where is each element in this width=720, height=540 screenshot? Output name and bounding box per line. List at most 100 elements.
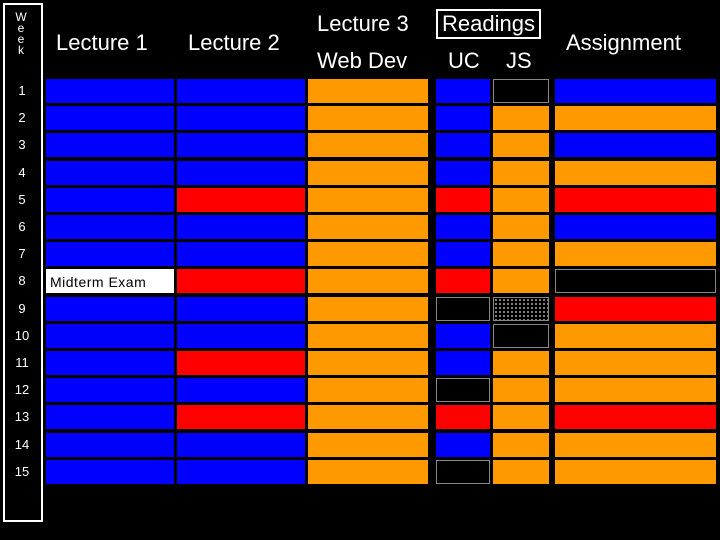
lecture3-subheader: Web Dev [317, 48, 408, 73]
assignment-cell [555, 133, 716, 158]
uc-cell [436, 133, 490, 158]
uc-cell [436, 187, 490, 212]
readings-js-header: JS [506, 48, 532, 73]
week-number: 7 [18, 246, 26, 262]
lecture2-cell [177, 323, 305, 348]
uc-cell [436, 432, 490, 457]
lecture1-cell: Midterm Exam [46, 269, 174, 294]
week-number: 1 [18, 83, 26, 98]
lecture1-cell [46, 296, 174, 321]
lecture1-cell [46, 323, 174, 348]
uc-cell [436, 405, 490, 430]
lecture3-cell [308, 269, 428, 294]
lecture1-cell [46, 106, 174, 131]
lecture2-cell [177, 378, 305, 403]
js-cell [493, 323, 549, 348]
week-number: 11 [15, 355, 29, 370]
week-number: 9 [18, 300, 26, 316]
lecture1-cell [46, 405, 174, 430]
assignment-cell [555, 242, 716, 267]
assignment-cell [555, 187, 716, 212]
js-cell [493, 459, 549, 484]
lecture3-cell [308, 187, 428, 212]
js-cell [493, 106, 549, 131]
lecture3-header: Lecture 3 [317, 11, 409, 36]
js-cell [493, 351, 549, 375]
lecture2-cell [177, 215, 305, 239]
js-cell [493, 432, 549, 457]
uc-cell [436, 106, 490, 131]
readings-uc-header: UC [448, 48, 480, 73]
js-cell [493, 187, 549, 212]
lecture2-header: Lecture 2 [188, 30, 280, 55]
uc-cell [436, 215, 490, 239]
uc-cell [436, 296, 490, 321]
lecture1-cell [46, 378, 174, 403]
uc-cell [436, 242, 490, 267]
week-number: 2 [18, 110, 26, 126]
week-number: 12 [14, 382, 30, 398]
assignment-cell [555, 106, 716, 131]
midterm-exam-label: Midterm Exam [50, 274, 147, 291]
lecture2-cell [177, 106, 305, 131]
lecture3-cell [308, 296, 428, 321]
lecture3-cell [308, 106, 428, 131]
js-cell [493, 133, 549, 158]
assignment-cell [555, 459, 716, 484]
lecture1-cell [46, 187, 174, 212]
week-column [3, 3, 43, 522]
assignment-cell [555, 378, 716, 403]
uc-cell [436, 160, 490, 185]
uc-cell [436, 351, 490, 375]
assignment-cell [555, 160, 716, 185]
js-cell [493, 215, 549, 239]
week-number: 6 [18, 219, 26, 234]
assignment-cell [555, 269, 716, 294]
lecture2-cell [177, 79, 305, 103]
lecture1-cell [46, 351, 174, 375]
assignment-header: Assignment [566, 30, 681, 55]
lecture1-cell [46, 459, 174, 484]
week-number: 8 [18, 273, 26, 289]
js-cell [493, 160, 549, 185]
assignment-cell [555, 79, 716, 103]
lecture2-cell [177, 160, 305, 185]
lecture3-cell [308, 323, 428, 348]
js-cell [493, 242, 549, 267]
uc-cell [436, 323, 490, 348]
week-letter: k [18, 43, 24, 57]
assignment-cell [555, 351, 716, 375]
assignment-cell [555, 405, 716, 430]
lecture3-cell [308, 459, 428, 484]
lecture2-cell [177, 269, 305, 294]
assignment-cell [555, 215, 716, 239]
lecture2-cell [177, 133, 305, 158]
lecture1-header: Lecture 1 [56, 30, 148, 55]
lecture3-cell [308, 432, 428, 457]
week-number: 5 [18, 191, 26, 207]
lecture3-cell [308, 405, 428, 430]
lecture3-cell [308, 160, 428, 185]
js-cell [493, 296, 549, 321]
lecture3-cell [308, 215, 428, 239]
readings-header: Readings [436, 9, 541, 39]
uc-cell [436, 459, 490, 484]
lecture2-cell [177, 242, 305, 267]
lecture3-cell [308, 351, 428, 375]
lecture1-cell [46, 133, 174, 158]
lecture2-cell [177, 296, 305, 321]
lecture2-cell [177, 187, 305, 212]
week-number: 4 [18, 164, 26, 180]
js-cell [493, 79, 549, 103]
lecture2-cell [177, 351, 305, 375]
lecture3-cell [308, 133, 428, 158]
week-header: W e e k [6, 10, 36, 57]
assignment-cell [555, 296, 716, 321]
week-number: 10 [14, 327, 30, 343]
assignment-cell [555, 323, 716, 348]
js-cell [493, 269, 549, 294]
week-number: 15 [14, 463, 30, 479]
week-letter: W [15, 10, 27, 24]
js-cell [493, 378, 549, 403]
week-number: 14 [14, 436, 30, 452]
